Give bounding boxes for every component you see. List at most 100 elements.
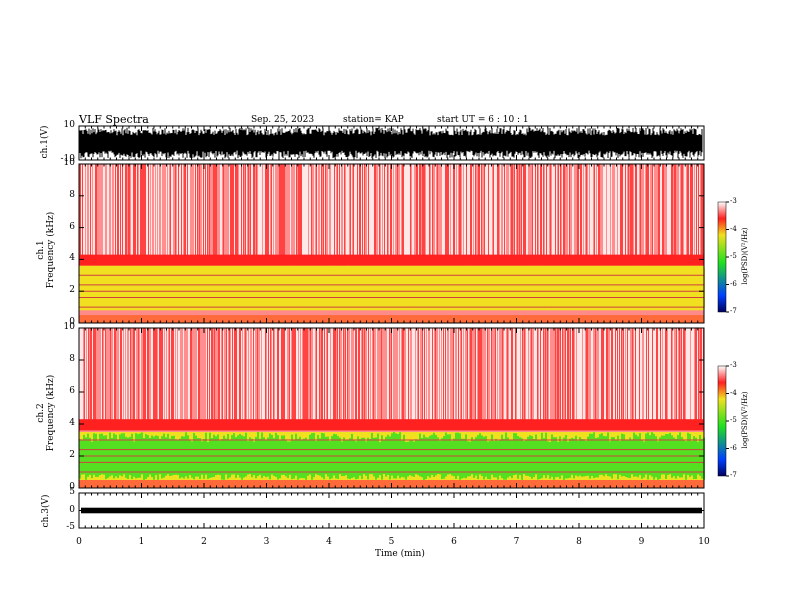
spec1-high-column bbox=[313, 164, 314, 260]
spec1-high-column bbox=[180, 164, 181, 260]
spec1-low-column bbox=[149, 266, 151, 310]
spec2-high-column bbox=[243, 328, 244, 424]
spec2-high-column bbox=[109, 328, 110, 424]
spec1-high-column bbox=[140, 164, 141, 260]
spec2-high-column bbox=[94, 328, 95, 424]
spec1-high-column bbox=[123, 164, 124, 260]
spec2-low-column bbox=[671, 435, 673, 478]
spec1-low-column bbox=[565, 267, 567, 306]
spec2-high-column bbox=[438, 328, 439, 424]
spec2-high-column bbox=[375, 328, 376, 424]
spec1-high-column bbox=[611, 164, 612, 260]
spec2-high-column bbox=[360, 328, 361, 424]
spec1-high-column bbox=[407, 164, 408, 260]
spec1-low-column bbox=[159, 271, 161, 310]
spec2-low-column bbox=[345, 439, 347, 476]
spec2-low-column bbox=[691, 441, 693, 476]
spec2-high-column bbox=[489, 328, 490, 424]
spec2-high-column bbox=[488, 328, 489, 424]
spec2-low-column bbox=[677, 435, 679, 476]
spec2-low-column bbox=[675, 438, 677, 479]
spec1-low-column bbox=[537, 268, 539, 306]
spec2-high-column bbox=[460, 328, 461, 424]
spec1-low-column bbox=[501, 267, 503, 308]
spec2-high-column bbox=[524, 328, 525, 424]
spec2-high-column bbox=[344, 328, 345, 424]
spec2-high-column bbox=[377, 328, 378, 424]
spec2-high-column bbox=[445, 328, 446, 424]
spec1-high-column bbox=[330, 164, 331, 260]
spec2-low-column bbox=[387, 434, 389, 475]
spec1-high-column bbox=[288, 164, 289, 260]
spec2-high-column bbox=[641, 328, 642, 424]
spec2-high-column bbox=[325, 328, 326, 424]
spec2-high-column bbox=[119, 328, 120, 424]
spec1-high-column bbox=[439, 164, 440, 260]
spec1-high-column bbox=[101, 164, 102, 260]
spec2-low-column bbox=[333, 433, 335, 476]
spec2-low-column bbox=[361, 437, 363, 479]
spec2-high-column bbox=[179, 328, 180, 424]
spec2-high-column bbox=[630, 328, 631, 424]
spec2-low-column bbox=[127, 437, 129, 480]
spec1-high-column bbox=[115, 164, 116, 260]
spec2-low-column bbox=[287, 441, 289, 479]
spec1-low-column bbox=[401, 269, 403, 310]
spec2-low-column bbox=[563, 437, 565, 480]
spec1-low-column bbox=[91, 268, 93, 307]
spec2-low-column bbox=[489, 440, 491, 480]
spec2-low-column bbox=[217, 434, 219, 475]
spec2-low-column bbox=[267, 437, 269, 477]
spec2-high-column bbox=[603, 328, 604, 424]
spec2-high-column bbox=[382, 328, 383, 424]
spec2-high-column bbox=[188, 328, 189, 424]
spec1-low-column bbox=[181, 270, 183, 306]
spec1-high-column bbox=[92, 164, 93, 260]
spec2-high-column bbox=[262, 328, 263, 424]
spec2-high-column bbox=[419, 328, 420, 424]
spec2-low-column bbox=[349, 438, 351, 480]
spec1-low-column bbox=[347, 265, 349, 310]
spec1-high-column bbox=[362, 164, 363, 260]
spec2-high-column bbox=[597, 328, 598, 424]
spec2-low-column bbox=[209, 432, 211, 478]
spec1-high-column bbox=[589, 164, 590, 260]
spec2-high-column bbox=[557, 328, 558, 424]
spec1-high-column bbox=[286, 164, 287, 260]
spec2-ytick-label: 8 bbox=[69, 354, 75, 364]
spec2-high-column bbox=[493, 328, 494, 424]
spec1-high-column bbox=[231, 164, 232, 260]
spec2-low-column bbox=[369, 438, 371, 475]
spec1-high-column bbox=[421, 164, 422, 260]
spec1-high-column bbox=[340, 164, 341, 260]
spec2-high-column bbox=[463, 328, 464, 424]
spec1-low-column bbox=[171, 267, 173, 308]
spec2-high-column bbox=[625, 328, 626, 424]
spec1-high-column bbox=[565, 164, 566, 260]
spec2-low-column bbox=[611, 436, 613, 479]
spec1-high-column bbox=[529, 164, 530, 260]
spec1-high-column bbox=[700, 164, 701, 260]
spec1-low-column bbox=[127, 269, 129, 307]
spec2-high-column bbox=[690, 328, 691, 424]
spec2-high-column bbox=[594, 328, 595, 424]
spec2-high-column bbox=[522, 328, 523, 424]
spec1-high-column bbox=[411, 164, 412, 260]
spec2-high-column bbox=[311, 328, 312, 424]
spec2-high-column bbox=[120, 328, 121, 424]
spec1-high-column bbox=[96, 164, 97, 260]
spec2-high-column bbox=[287, 328, 288, 424]
spec1-high-column bbox=[319, 164, 320, 260]
spec1-high-column bbox=[514, 164, 515, 260]
spec1-high-column bbox=[399, 164, 400, 260]
spec2-high-column bbox=[390, 328, 391, 424]
spec2-low-column bbox=[331, 435, 333, 479]
spec2-high-column bbox=[621, 328, 622, 424]
spec1-high-column bbox=[317, 164, 318, 260]
colorbar1-tick-label: -7 bbox=[730, 307, 737, 315]
spec2-high-column bbox=[440, 328, 441, 424]
spec1-low-column bbox=[653, 272, 655, 305]
spec1-low-column bbox=[619, 269, 621, 309]
spec2-high-column bbox=[617, 328, 618, 424]
spec1-high-column bbox=[530, 164, 531, 260]
